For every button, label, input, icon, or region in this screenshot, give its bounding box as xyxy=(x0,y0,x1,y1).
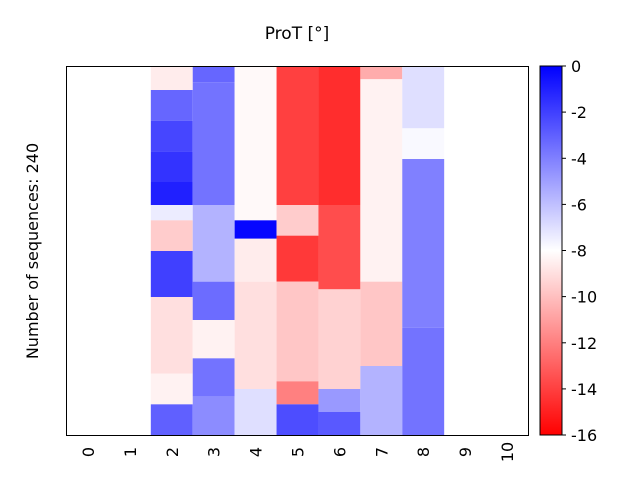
x-tick-label-3: 3 xyxy=(205,447,224,457)
colorbar-tick-label: -2 xyxy=(571,103,587,122)
colorbar-tick-label: -12 xyxy=(571,334,597,353)
colorbar-tick-label: -14 xyxy=(571,380,597,399)
heatmap-cell-col6-seg0 xyxy=(318,67,361,205)
heatmap-cell-col4-seg4 xyxy=(234,389,277,435)
colorbar-tick-label: -6 xyxy=(571,195,587,214)
heatmap-cell-col5-seg5 xyxy=(276,404,319,435)
heatmap-cell-col2-seg4 xyxy=(150,182,193,205)
plot-frame xyxy=(66,66,529,436)
colorbar xyxy=(539,65,563,436)
heatmap-cells xyxy=(150,67,445,435)
heatmap-cell-col4-seg2 xyxy=(234,238,277,282)
x-tick-label-0: 0 xyxy=(79,447,98,457)
heatmap-cell-col7-seg1 xyxy=(360,79,403,282)
heatmap-cell-col2-seg5 xyxy=(150,205,193,221)
y-axis-label: Number of sequences: 240 xyxy=(23,143,42,359)
heatmap-cell-col2-seg3 xyxy=(150,151,193,182)
heatmap-cell-col2-seg1 xyxy=(150,90,193,121)
heatmap-cell-col7-seg0 xyxy=(360,67,403,80)
x-tick-label-1: 1 xyxy=(121,447,140,457)
heatmap-cell-col4-seg3 xyxy=(234,281,277,389)
heatmap-cell-col3-seg0 xyxy=(192,67,235,83)
x-tick-label-10: 10 xyxy=(498,442,517,462)
heatmap-cell-col5-seg1 xyxy=(276,205,319,236)
chart-title: ProT [°] xyxy=(265,24,330,44)
heatmap-cell-col2-seg9 xyxy=(150,373,193,405)
heatmap-cell-col6-seg3 xyxy=(318,389,361,412)
heatmap-cell-col3-seg6 xyxy=(192,396,235,435)
colorbar-ticks: 0 -2 -4 -6 -8 -10 -12 -14 -16 xyxy=(562,57,597,445)
heatmap-cell-col4-seg1 xyxy=(234,220,277,239)
heatmap-cell-col2-seg7 xyxy=(150,251,193,297)
heatmap-cell-col7-seg3 xyxy=(360,366,403,435)
heatmap-cell-col6-seg4 xyxy=(318,412,361,435)
heatmap-cell-col2-seg2 xyxy=(150,120,193,152)
heatmap-cell-col8-seg2 xyxy=(402,159,445,328)
heatmap-cell-col6-seg1 xyxy=(318,205,361,290)
heatmap-cell-col8-seg3 xyxy=(402,327,445,435)
x-tick-label-5: 5 xyxy=(289,447,308,457)
heatmap-cell-col2-seg10 xyxy=(150,404,193,435)
x-tick-label-8: 8 xyxy=(414,447,433,457)
x-axis-ticks: 0 1 2 3 4 5 6 7 8 9 10 xyxy=(79,442,517,462)
heatmap-cell-col3-seg4 xyxy=(192,320,235,359)
heatmap-cell-col2-seg0 xyxy=(150,67,193,90)
heatmap-cell-col4-seg0 xyxy=(234,67,277,221)
heatmap-cell-col8-seg1 xyxy=(402,128,445,159)
colorbar-tick-label: 0 xyxy=(571,57,581,76)
x-tick-label-7: 7 xyxy=(372,447,391,457)
heatmap-cell-col7-seg2 xyxy=(360,281,403,366)
x-tick-label-2: 2 xyxy=(163,447,182,457)
heatmap-cell-col8-seg0 xyxy=(402,67,445,129)
x-tick-label-9: 9 xyxy=(456,447,475,457)
heatmap-cell-col3-seg1 xyxy=(192,82,235,205)
heatmap-cell-col3-seg2 xyxy=(192,205,235,282)
colorbar-tick-label: -8 xyxy=(571,242,587,261)
heatmap-cell-col3-seg5 xyxy=(192,358,235,397)
heatmap-cell-col5-seg2 xyxy=(276,235,319,282)
heatmap-cell-col5-seg4 xyxy=(276,381,319,405)
heatmap-cell-col2-seg8 xyxy=(150,297,193,374)
colorbar-tick-label: -10 xyxy=(571,288,597,307)
colorbar-tick-label: -4 xyxy=(571,149,587,168)
heatmap-cell-col3-seg3 xyxy=(192,281,235,320)
x-tick-label-6: 6 xyxy=(330,447,349,457)
x-tick-label-4: 4 xyxy=(247,447,266,457)
heatmap-cell-col6-seg2 xyxy=(318,289,361,389)
heatmap-cell-col2-seg6 xyxy=(150,220,193,251)
heatmap-cell-col5-seg3 xyxy=(276,281,319,382)
heatmap-cell-col5-seg0 xyxy=(276,67,319,205)
colorbar-tick-label: -16 xyxy=(571,426,597,445)
